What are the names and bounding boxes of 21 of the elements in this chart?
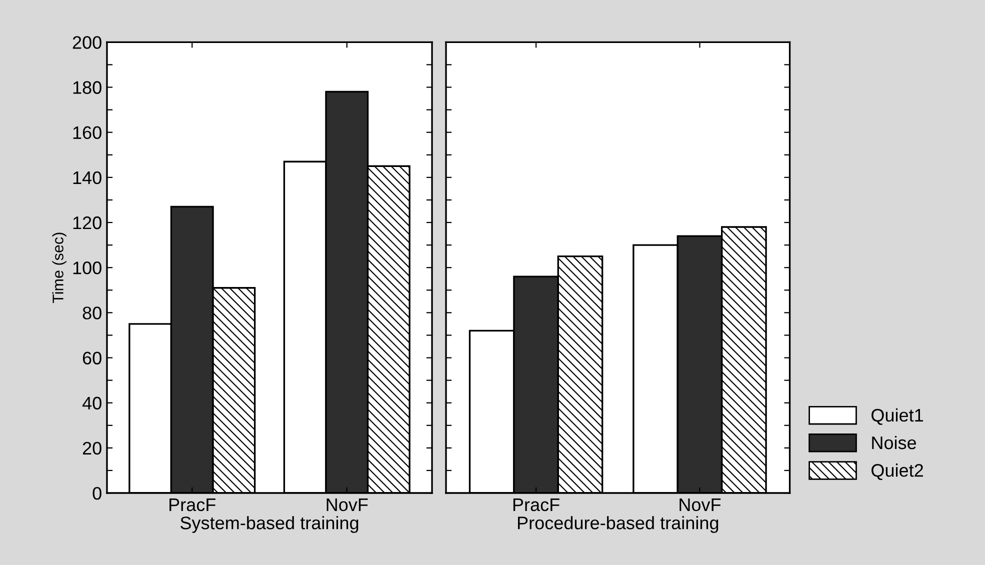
y-axis-title: Time (sec) — [52, 232, 66, 304]
y-tick-label: 20 — [82, 442, 102, 455]
y-tick-label: 140 — [73, 171, 102, 184]
x-axis-title: Procedure-based training — [518, 516, 718, 533]
y-tick-label: 180 — [73, 81, 102, 94]
y-tick-label: 40 — [82, 396, 102, 410]
y-tick-label: 120 — [73, 216, 102, 230]
legend-label: Quiet1 — [872, 408, 923, 425]
y-tick-label: 0 — [92, 486, 102, 500]
legend-label: Quiet2 — [872, 464, 923, 480]
y-tick-label: 160 — [73, 126, 102, 140]
y-tick-label: 200 — [72, 36, 102, 49]
legend-label: Noise — [872, 436, 916, 450]
y-tick-label: 60 — [82, 352, 102, 364]
y-tick-label: 100 — [73, 262, 102, 274]
x-tick-label: PracF — [170, 498, 216, 512]
x-tick-label: NovF — [680, 498, 721, 512]
x-tick-label: PracF — [513, 498, 560, 512]
x-tick-label: NovF — [326, 498, 368, 512]
x-axis-title: System-based training — [180, 516, 358, 533]
y-tick-label: 80 — [82, 306, 102, 320]
